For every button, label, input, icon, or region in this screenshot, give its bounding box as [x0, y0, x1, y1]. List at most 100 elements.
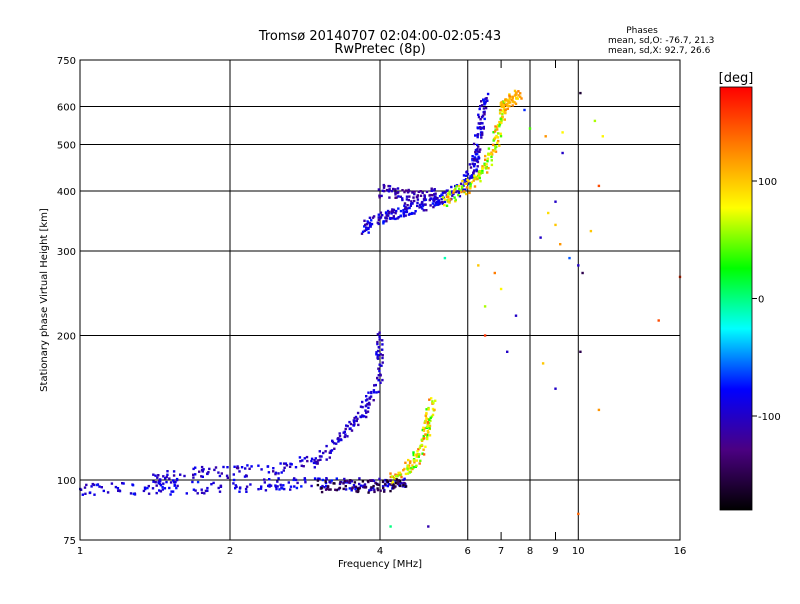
- echo-point: [397, 479, 401, 482]
- echo-point: [374, 383, 377, 387]
- echo-point: [330, 449, 334, 452]
- echo-point: [405, 208, 408, 211]
- scatter-point: [528, 127, 532, 130]
- echo-point: [460, 189, 463, 192]
- echo-point: [479, 172, 482, 175]
- echo-point: [406, 207, 409, 210]
- echo-point: [508, 104, 511, 108]
- echo-point: [428, 427, 431, 430]
- echo-point: [394, 191, 397, 194]
- echo-point: [368, 397, 372, 400]
- echo-point: [292, 478, 295, 482]
- scatter-point: [544, 135, 547, 138]
- echo-point: [201, 475, 204, 478]
- echo-point: [394, 188, 397, 191]
- scatter-point: [561, 151, 564, 155]
- echo-point: [200, 488, 203, 491]
- echo-point: [389, 479, 392, 482]
- echo-point: [493, 150, 496, 153]
- echo-point: [395, 209, 398, 213]
- echo-point: [472, 170, 476, 173]
- echo-point: [196, 480, 200, 484]
- echo-point: [200, 465, 204, 469]
- echo-point: [413, 212, 416, 215]
- echo-point: [493, 137, 496, 140]
- echo-point: [293, 477, 296, 480]
- echo-point: [454, 198, 457, 202]
- echo-point: [302, 465, 305, 468]
- echo-point: [519, 92, 522, 95]
- scatter-point: [579, 350, 582, 353]
- echo-point: [397, 482, 400, 485]
- echo-point: [300, 464, 303, 467]
- colorbar-tick-label: 0: [758, 295, 764, 306]
- echo-point: [486, 99, 489, 102]
- echo-point: [469, 183, 472, 186]
- echo-point: [299, 460, 302, 463]
- echo-point: [306, 459, 309, 463]
- echo-point: [294, 478, 298, 482]
- echo-point: [365, 226, 368, 229]
- echo-point: [159, 484, 163, 487]
- echo-point: [495, 134, 498, 138]
- echo-point: [239, 486, 242, 489]
- echo-point: [483, 163, 487, 167]
- echo-point: [370, 390, 373, 394]
- echo-point: [498, 112, 502, 115]
- echo-point: [484, 167, 488, 170]
- echo-point: [370, 488, 373, 492]
- echo-point: [421, 203, 424, 206]
- echo-point: [503, 100, 506, 103]
- echo-point: [481, 170, 484, 173]
- echo-point: [472, 176, 475, 179]
- echo-point: [500, 118, 504, 121]
- echo-point: [382, 186, 386, 189]
- echo-point: [421, 191, 424, 194]
- echo-point: [481, 171, 484, 174]
- echo-point: [411, 191, 414, 194]
- echo-point: [329, 488, 332, 491]
- echo-point: [403, 190, 406, 194]
- echo-point: [392, 208, 396, 212]
- echo-point: [121, 482, 124, 485]
- echo-point: [487, 167, 490, 170]
- echo-point: [217, 486, 220, 490]
- echo-point: [342, 482, 345, 485]
- echo-point: [468, 191, 471, 195]
- scatter-point: [657, 319, 660, 322]
- echo-point: [379, 216, 383, 219]
- x-tick-label: 9: [552, 546, 558, 557]
- echo-point: [338, 487, 341, 490]
- echo-point: [355, 419, 358, 423]
- echo-point: [501, 110, 504, 113]
- echo-point: [395, 474, 398, 478]
- echo-point: [389, 472, 392, 475]
- echo-point: [481, 126, 484, 130]
- echo-point: [366, 410, 370, 413]
- echo-point: [467, 180, 470, 183]
- echo-point: [423, 203, 427, 206]
- echo-point: [471, 159, 474, 162]
- echo-point: [423, 421, 426, 424]
- echo-point: [90, 485, 93, 488]
- echo-point: [381, 214, 384, 217]
- echo-point: [372, 486, 375, 490]
- echo-point: [179, 473, 182, 476]
- echo-point: [478, 176, 481, 180]
- echo-point: [416, 204, 419, 208]
- echo-point: [200, 491, 204, 494]
- echo-point: [165, 480, 168, 484]
- echo-point: [506, 99, 509, 102]
- echo-point: [403, 202, 407, 205]
- echo-point: [175, 486, 178, 490]
- echo-point: [477, 155, 480, 158]
- echo-point: [453, 189, 456, 192]
- echo-point: [394, 485, 397, 488]
- echo-point: [478, 170, 482, 173]
- echo-point: [374, 481, 377, 484]
- echo-point: [397, 471, 400, 475]
- echo-point: [396, 481, 399, 484]
- scatter-point: [554, 223, 557, 227]
- echo-point: [404, 189, 408, 192]
- echo-point: [232, 482, 235, 485]
